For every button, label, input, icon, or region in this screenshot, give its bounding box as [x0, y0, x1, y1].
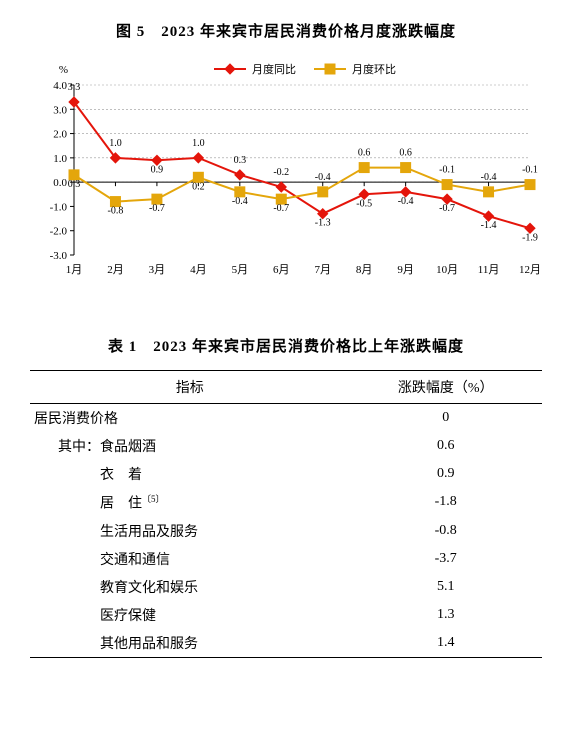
svg-text:6月: 6月: [273, 264, 290, 276]
row-value: -0.8: [349, 517, 542, 545]
svg-text:12月: 12月: [519, 264, 541, 276]
table-row: 其中：食品烟酒0.6: [30, 432, 542, 460]
svg-text:11月: 11月: [478, 264, 500, 276]
row-label: 居住〔5〕: [30, 488, 349, 517]
row-value: 1.3: [349, 601, 542, 629]
cpi-table: 指标 涨跌幅度（%） 居民消费价格0其中：食品烟酒0.6衣着0.9居住〔5〕-1…: [30, 370, 542, 658]
svg-text:月度环比: 月度环比: [352, 62, 396, 76]
table-section: 表 1 2023 年来宾市居民消费价格比上年涨跌幅度 指标 涨跌幅度（%） 居民…: [30, 335, 542, 658]
row-label: 交通和通信: [30, 545, 349, 573]
svg-text:-1.0: -1.0: [50, 201, 68, 213]
svg-text:3月: 3月: [149, 264, 166, 276]
chart-section: 图 5 2023 年来宾市居民消费价格月度涨跌幅度 %-3.0-2.0-1.00…: [30, 20, 542, 285]
svg-text:0.2: 0.2: [192, 181, 205, 192]
table-row: 交通和通信-3.7: [30, 545, 542, 573]
svg-text:-1.3: -1.3: [315, 218, 331, 229]
svg-text:2.0: 2.0: [53, 129, 67, 141]
row-value: -3.7: [349, 545, 542, 573]
svg-text:-0.4: -0.4: [232, 196, 248, 207]
row-label: 生活用品及服务: [30, 517, 349, 545]
row-label: 其中：食品烟酒: [30, 432, 349, 460]
chart-title: 图 5 2023 年来宾市居民消费价格月度涨跌幅度: [30, 20, 542, 41]
svg-text:-0.1: -0.1: [522, 165, 538, 176]
svg-text:-0.4: -0.4: [481, 172, 497, 183]
svg-text:0.0: 0.0: [53, 177, 67, 189]
col-header-value: 涨跌幅度（%）: [349, 371, 542, 404]
table-row: 居民消费价格0: [30, 404, 542, 433]
svg-text:3.0: 3.0: [53, 104, 67, 116]
row-label: 居民消费价格: [30, 404, 349, 433]
svg-text:-2.0: -2.0: [50, 226, 68, 238]
svg-text:-0.7: -0.7: [273, 203, 289, 214]
svg-text:-0.7: -0.7: [149, 203, 165, 214]
table-row: 其他用品和服务1.4: [30, 629, 542, 658]
svg-text:3.3: 3.3: [68, 82, 81, 93]
svg-text:4月: 4月: [190, 264, 207, 276]
row-label: 教育文化和娱乐: [30, 573, 349, 601]
row-value: 0.6: [349, 432, 542, 460]
svg-text:-0.4: -0.4: [398, 196, 414, 207]
svg-text:10月: 10月: [436, 264, 458, 276]
svg-text:0.9: 0.9: [151, 164, 164, 175]
row-value: 0.9: [349, 460, 542, 488]
svg-text:%: %: [59, 64, 68, 76]
row-value: 1.4: [349, 629, 542, 658]
cpi-line-chart: % -3.0 -2.0 -1.0 0.0 1.0 2.0 3.0 4.0 1月 2月 3月 4月 5月 6月…: [30, 55, 542, 285]
svg-text:7月: 7月: [314, 264, 331, 276]
table-row: 生活用品及服务-0.8: [30, 517, 542, 545]
svg-text:-0.4: -0.4: [315, 172, 331, 183]
svg-text:1.0: 1.0: [53, 153, 67, 165]
svg-text:0.3: 0.3: [68, 179, 81, 190]
row-label: 其他用品和服务: [30, 629, 349, 658]
svg-text:8月: 8月: [356, 264, 373, 276]
svg-text:-0.8: -0.8: [108, 206, 124, 217]
svg-text:-1.4: -1.4: [481, 220, 497, 231]
svg-text:0.6: 0.6: [358, 148, 371, 159]
svg-text:0.6: 0.6: [399, 148, 412, 159]
svg-text:5月: 5月: [232, 264, 249, 276]
svg-text:-0.1: -0.1: [439, 165, 455, 176]
table-row: 居住〔5〕-1.8: [30, 488, 542, 517]
table-row: 衣着0.9: [30, 460, 542, 488]
svg-text:-1.9: -1.9: [522, 232, 538, 243]
row-value: 5.1: [349, 573, 542, 601]
svg-text:9月: 9月: [397, 264, 414, 276]
svg-text:1月: 1月: [66, 264, 83, 276]
row-label: 衣着: [30, 460, 349, 488]
row-value: -1.8: [349, 488, 542, 517]
table-row: 教育文化和娱乐5.1: [30, 573, 542, 601]
svg-text:2月: 2月: [107, 264, 124, 276]
svg-text:4.0: 4.0: [53, 80, 67, 92]
row-label: 医疗保健: [30, 601, 349, 629]
svg-text:-0.5: -0.5: [356, 198, 372, 209]
svg-text:月度同比: 月度同比: [252, 62, 296, 76]
svg-text:-0.7: -0.7: [439, 203, 455, 214]
col-header-indicator: 指标: [30, 371, 349, 404]
svg-text:1.0: 1.0: [109, 138, 122, 149]
svg-text:-3.0: -3.0: [50, 250, 68, 262]
svg-text:-0.2: -0.2: [273, 167, 289, 178]
table-row: 医疗保健1.3: [30, 601, 542, 629]
row-value: 0: [349, 404, 542, 433]
svg-text:1.0: 1.0: [192, 138, 205, 149]
svg-text:0.3: 0.3: [234, 155, 247, 166]
table-title: 表 1 2023 年来宾市居民消费价格比上年涨跌幅度: [30, 335, 542, 356]
